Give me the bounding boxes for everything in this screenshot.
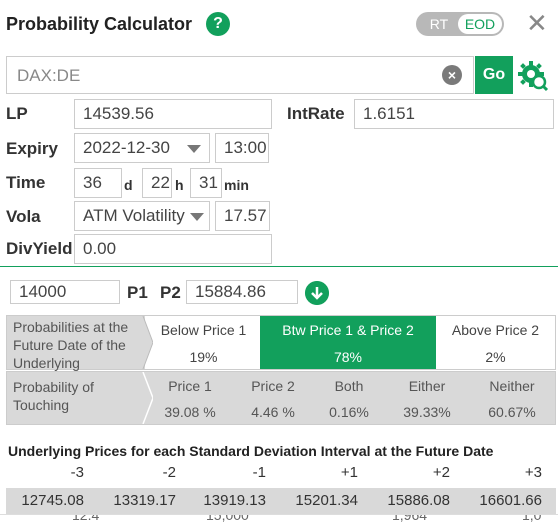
page-title: Probability Calculator [6, 14, 193, 34]
cell-title: Above Price 2 [451, 322, 540, 338]
cell-value: 39.08 % [164, 404, 216, 420]
divyield-input[interactable]: 0.00 [74, 234, 272, 264]
cell-title: Price 2 [251, 378, 295, 394]
symbol-search-value: DAX:DE [17, 66, 81, 85]
row-arrow [142, 372, 153, 424]
minutes-unit: min [224, 177, 249, 193]
partial-text: 15,000 [206, 514, 249, 523]
time-days-input[interactable]: 36 [74, 168, 122, 198]
close-icon[interactable]: ✕ [526, 8, 548, 38]
cell-title: Both [334, 378, 364, 394]
time-minutes-input[interactable]: 31 [190, 168, 222, 198]
cell-title: Below Price 1 [160, 322, 247, 338]
touching-row-label: Probability of Touching [7, 372, 145, 424]
cell-value: 60.67% [488, 404, 536, 420]
cell-value: 0.16% [329, 404, 369, 420]
touch-neither-cell: Neither 60.67% [469, 372, 555, 424]
p1-label: P1 [127, 283, 148, 302]
sd-header: -2 [162, 464, 176, 481]
sd-value: 13919.13 [203, 492, 266, 509]
intrate-input[interactable]: 1.6151 [354, 99, 554, 129]
rt-option[interactable]: RT [429, 16, 449, 32]
cell-value: 39.33% [403, 404, 451, 420]
lp-input[interactable]: 14539.56 [74, 99, 272, 129]
symbol-search-input[interactable]: DAX:DE × [6, 56, 474, 94]
cell-title: Neither [489, 378, 535, 394]
days-unit: d [124, 177, 133, 193]
lp-label: LP [6, 104, 28, 123]
sd-header: +1 [340, 464, 358, 481]
price2-input[interactable]: 15884.86 [186, 280, 298, 304]
chevron-down-icon [190, 213, 204, 221]
touch-either-cell: Either 39.33% [385, 372, 469, 424]
probabilities-table: Probabilities at the Future Date of the … [6, 315, 556, 371]
arrow-down-icon[interactable] [305, 281, 329, 305]
cell-title: Either [408, 378, 446, 394]
sd-value: 15201.34 [295, 492, 358, 509]
time-label: Time [6, 173, 46, 192]
go-button[interactable]: Go [475, 56, 513, 94]
below-price1-cell[interactable]: Below Price 1 19% [147, 316, 260, 369]
time-hours-input[interactable]: 22 [142, 168, 172, 198]
sd-value: 16601.66 [479, 492, 542, 509]
sd-table-title: Underlying Prices for each Standard Devi… [8, 443, 494, 459]
between-prices-cell[interactable]: Btw Price 1 & Price 2 78% [260, 316, 436, 369]
vola-input[interactable]: 17.57 [215, 201, 270, 231]
header: Probability Calculator ? RT EOD ✕ [0, 0, 558, 50]
touch-price1-cell: Price 1 39.08 % [147, 372, 233, 424]
cell-title: Price 1 [168, 378, 212, 394]
partial-text: 1,964 [392, 514, 428, 523]
p2-label: P2 [160, 283, 181, 302]
vola-label: Vola [6, 207, 41, 226]
sd-header: -3 [70, 464, 84, 481]
partial-text: 12.4 [72, 514, 100, 523]
hours-unit: h [175, 177, 184, 193]
sd-value: 15886.08 [387, 492, 450, 509]
sd-header: -1 [252, 464, 266, 481]
probabilities-row-label: Probabilities at the Future Date of the … [7, 316, 145, 371]
vola-mode-select[interactable]: ATM Volatility [74, 201, 210, 231]
eod-option[interactable]: EOD [458, 14, 502, 34]
cell-title: Btw Price 1 & Price 2 [282, 322, 414, 338]
divyield-label: DivYield [6, 239, 73, 258]
chevron-down-icon [187, 145, 201, 153]
partial-background-row: 12.4 15,000 1,964 1,0 [0, 514, 558, 523]
cell-value: 4.46 % [251, 404, 295, 420]
help-icon[interactable]: ? [206, 12, 230, 36]
sd-value: 12745.08 [21, 492, 84, 509]
price1-input[interactable]: 14000 [10, 280, 120, 304]
clear-icon[interactable]: × [442, 65, 462, 85]
touching-table: Probability of Touching Price 1 39.08 % … [6, 371, 556, 425]
sd-header-row: -3 -2 -1 +1 +2 +3 [6, 460, 556, 488]
row-arrow [131, 316, 153, 369]
touch-price2-cell: Price 2 4.46 % [233, 372, 313, 424]
above-price2-cell[interactable]: Above Price 2 2% [436, 316, 555, 369]
rt-eod-toggle[interactable]: RT EOD [416, 12, 504, 36]
cell-value: 2% [485, 349, 506, 365]
sd-values-row: 12745.08 13319.17 13919.13 15201.34 1588… [6, 488, 556, 514]
intrate-label: IntRate [287, 104, 345, 123]
sd-header: +3 [524, 464, 542, 481]
expiry-label: Expiry [6, 139, 58, 158]
settings-search-icon[interactable] [517, 60, 549, 92]
section-divider [0, 266, 558, 267]
sd-value: 13319.17 [113, 492, 176, 509]
touch-both-cell: Both 0.16% [313, 372, 385, 424]
sd-header: +2 [432, 464, 450, 481]
cell-value: 78% [333, 349, 363, 365]
expiry-time-input[interactable]: 13:00 [215, 133, 269, 163]
partial-text: 1,0 [522, 514, 542, 523]
cell-value: 19% [189, 349, 218, 365]
